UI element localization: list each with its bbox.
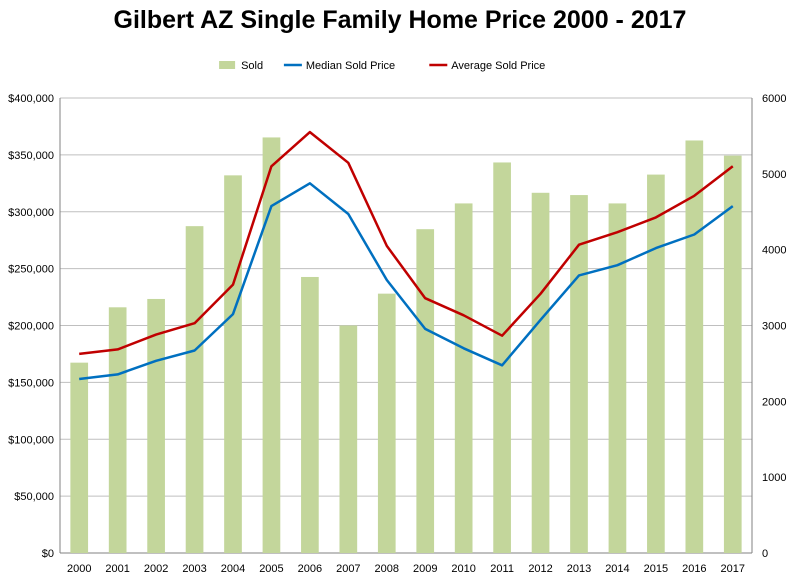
x-axis-tick-label: 2001	[105, 563, 129, 575]
bar-sold	[570, 195, 588, 554]
left-axis-tick-label: $400,000	[8, 93, 54, 105]
x-axis-tick-label: 2012	[528, 563, 552, 575]
right-axis-tick-label: 5000	[762, 169, 786, 181]
bar-sold	[723, 155, 742, 553]
x-axis-tick-label: 2008	[375, 563, 399, 575]
left-axis-tick-label: $250,000	[8, 264, 54, 276]
right-axis-tick-label: 0	[762, 548, 768, 560]
bar-sold	[70, 362, 89, 553]
x-axis-tick-label: 2014	[605, 563, 629, 575]
bar-sold	[416, 229, 435, 554]
bar-sold	[339, 325, 358, 553]
x-axis-tick-label: 2007	[336, 563, 360, 575]
right-axis-tick-label: 1000	[762, 472, 786, 484]
legend-label: Median Sold Price	[306, 60, 395, 72]
right-axis-tick-label: 6000	[762, 93, 786, 105]
bar-sold	[262, 137, 281, 553]
bar-sold	[454, 203, 473, 554]
left-axis-tick-label: $50,000	[14, 491, 54, 503]
x-axis-tick-label: 2002	[144, 563, 168, 575]
x-axis-tick-label: 2016	[682, 563, 706, 575]
legend-label: Average Sold Price	[451, 60, 545, 72]
x-axis-tick-label: 2004	[221, 563, 245, 575]
left-axis-tick-label: $200,000	[8, 321, 54, 333]
x-axis-tick-label: 2010	[451, 563, 475, 575]
bar-sold	[185, 226, 204, 554]
series-line-average-sold-price	[79, 130, 734, 356]
left-axis-tick-label: $300,000	[8, 207, 54, 219]
right-axis-tick-label: 2000	[762, 396, 786, 408]
bar-sold	[301, 276, 319, 553]
legend-swatch-sold	[219, 61, 236, 69]
bar-sold	[608, 203, 627, 554]
x-axis-tick-label: 2006	[298, 563, 322, 575]
left-axis-tick-label: $350,000	[8, 150, 54, 162]
bar-sold	[377, 293, 396, 553]
legend-label: Sold	[241, 60, 263, 72]
bar-sold	[108, 307, 127, 553]
x-axis-tick-label: 2017	[721, 563, 745, 575]
series-line-median-sold-price	[79, 182, 734, 381]
right-axis-tick-label: 3000	[762, 321, 786, 333]
x-axis-tick-label: 2015	[644, 563, 668, 575]
x-axis-tick-label: 2000	[67, 563, 91, 575]
bar-sold	[647, 174, 665, 553]
left-axis-tick-label: $150,000	[8, 377, 54, 389]
bar-sold	[531, 192, 550, 553]
left-axis-tick-label: $0	[42, 548, 54, 560]
bar-sold	[685, 140, 704, 553]
chart-title: Gilbert AZ Single Family Home Price 2000…	[113, 6, 687, 34]
x-axis-tick-label: 2013	[567, 563, 591, 575]
bar-sold	[224, 175, 242, 553]
x-axis-tick-label: 2005	[259, 563, 283, 575]
right-axis-tick-label: 4000	[762, 245, 786, 257]
x-axis-tick-label: 2003	[182, 563, 206, 575]
x-axis-tick-label: 2011	[490, 563, 514, 575]
left-axis-tick-label: $100,000	[8, 434, 54, 446]
x-axis-tick-label: 2009	[413, 563, 437, 575]
bar-sold	[493, 162, 511, 554]
